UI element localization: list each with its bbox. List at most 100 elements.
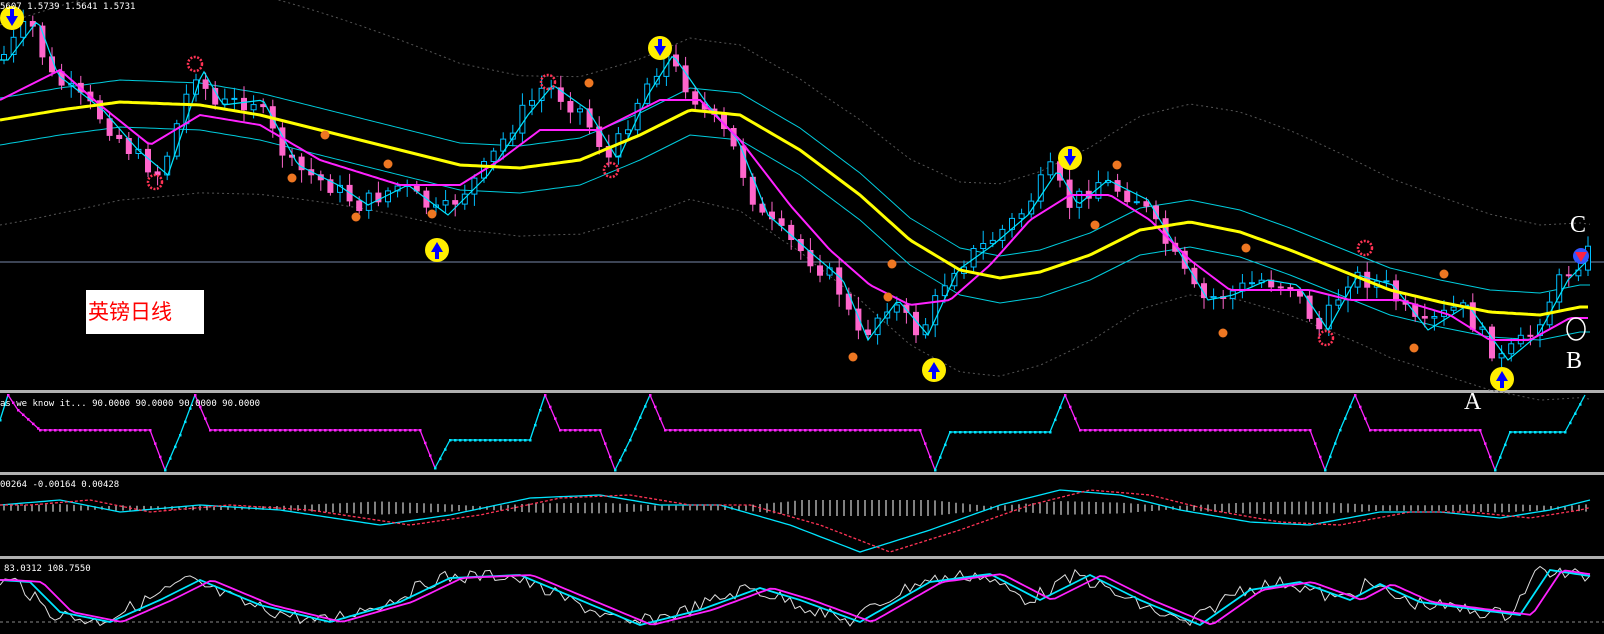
pane-separator[interactable] (0, 556, 1604, 559)
trend-point (59, 429, 62, 432)
trend-point (324, 429, 327, 432)
trend-point (819, 429, 822, 432)
candle-body (1181, 250, 1188, 269)
trend-point (829, 429, 832, 432)
candle-body (452, 200, 459, 205)
star-marker (602, 161, 620, 179)
trend-point (634, 427, 637, 431)
trend-point (1289, 429, 1292, 432)
candle-body (932, 295, 939, 326)
trend-point (1484, 442, 1487, 445)
trend-point (504, 439, 507, 442)
trend-point (1439, 429, 1442, 432)
pane-separator[interactable] (0, 390, 1604, 393)
trend-point (1519, 431, 1522, 434)
candle-body (989, 239, 996, 245)
trend-point (184, 420, 187, 424)
candle-body (538, 87, 545, 102)
trend-point (454, 439, 457, 442)
candle-body (289, 154, 295, 158)
candle-body (817, 265, 823, 276)
star-marker (1317, 329, 1335, 347)
trend-point (12, 401, 15, 404)
moving-averages (0, 21, 1589, 361)
candle-body (375, 192, 382, 203)
trend-point (134, 429, 137, 432)
candle-body (577, 108, 583, 113)
trend-point (1349, 405, 1352, 409)
candle-body (1, 54, 7, 61)
trend-indicator-pane (0, 394, 1586, 472)
dot-marker (887, 259, 897, 269)
trend-point (539, 409, 542, 412)
trend-point (1249, 429, 1252, 432)
trend-segment (1339, 394, 1356, 431)
trend-point (1274, 429, 1277, 432)
trend-segment (1324, 429, 1341, 471)
trend-point (369, 429, 372, 432)
trend-segment (599, 429, 616, 471)
trend-point (604, 442, 607, 445)
trend-point (189, 407, 192, 410)
bollinger-upper (0, 0, 1591, 226)
trend-point (1069, 405, 1072, 409)
trend-point (929, 455, 932, 459)
trend-point (1194, 429, 1197, 432)
trend-point (1264, 429, 1267, 432)
candle-body (673, 54, 679, 67)
trend-point (1119, 429, 1122, 432)
trend-point (1094, 429, 1097, 432)
dot-marker (1112, 160, 1122, 170)
trend-point (1049, 431, 1052, 434)
trend-point (389, 429, 392, 432)
candle-body (106, 118, 113, 136)
candle-body (1316, 317, 1323, 330)
sell-arrow-icon (1064, 149, 1076, 166)
trend-point (1054, 418, 1057, 422)
star-marker (146, 173, 164, 191)
candle-body (644, 83, 651, 104)
candle-body (1508, 343, 1515, 355)
trend-point (554, 417, 557, 420)
trend-point (484, 439, 487, 442)
trend-point (99, 429, 102, 432)
trend-point (74, 429, 77, 432)
trend-point (1394, 429, 1397, 432)
pane-separator[interactable] (0, 472, 1604, 475)
trend-point (924, 442, 927, 445)
trend-point (619, 459, 622, 462)
trend-point (989, 431, 992, 434)
candle-body (740, 145, 747, 178)
candle-body (1489, 326, 1495, 359)
trend-point (699, 429, 702, 432)
trend-point (79, 429, 82, 432)
candle-body (337, 184, 343, 193)
candle-body (365, 192, 372, 211)
candle-body (1162, 218, 1169, 244)
dot-marker (287, 173, 297, 183)
trend-segment (179, 394, 196, 436)
trend-point (979, 431, 982, 434)
dot-marker (1409, 343, 1419, 353)
candle-body (1498, 353, 1505, 359)
candle-body (145, 148, 151, 173)
trend-point (1379, 429, 1382, 432)
trend-point (799, 429, 802, 432)
trend-point (674, 429, 677, 432)
trend-point (1374, 429, 1377, 432)
chart-note: 英镑日线 (86, 290, 204, 334)
trend-point (984, 431, 987, 434)
dot-marker (427, 209, 437, 219)
trend-point (1564, 431, 1567, 434)
dot-marker (848, 352, 858, 362)
trend-point (579, 429, 582, 432)
candle-body (980, 243, 987, 249)
trend-point (1044, 431, 1047, 434)
bollinger-lower (0, 192, 1591, 401)
trend-point (219, 429, 222, 432)
trend-point (204, 417, 207, 420)
candle-body (778, 218, 785, 226)
trend-point (959, 431, 962, 434)
trend-point (1559, 431, 1562, 434)
trend-point (529, 439, 532, 442)
